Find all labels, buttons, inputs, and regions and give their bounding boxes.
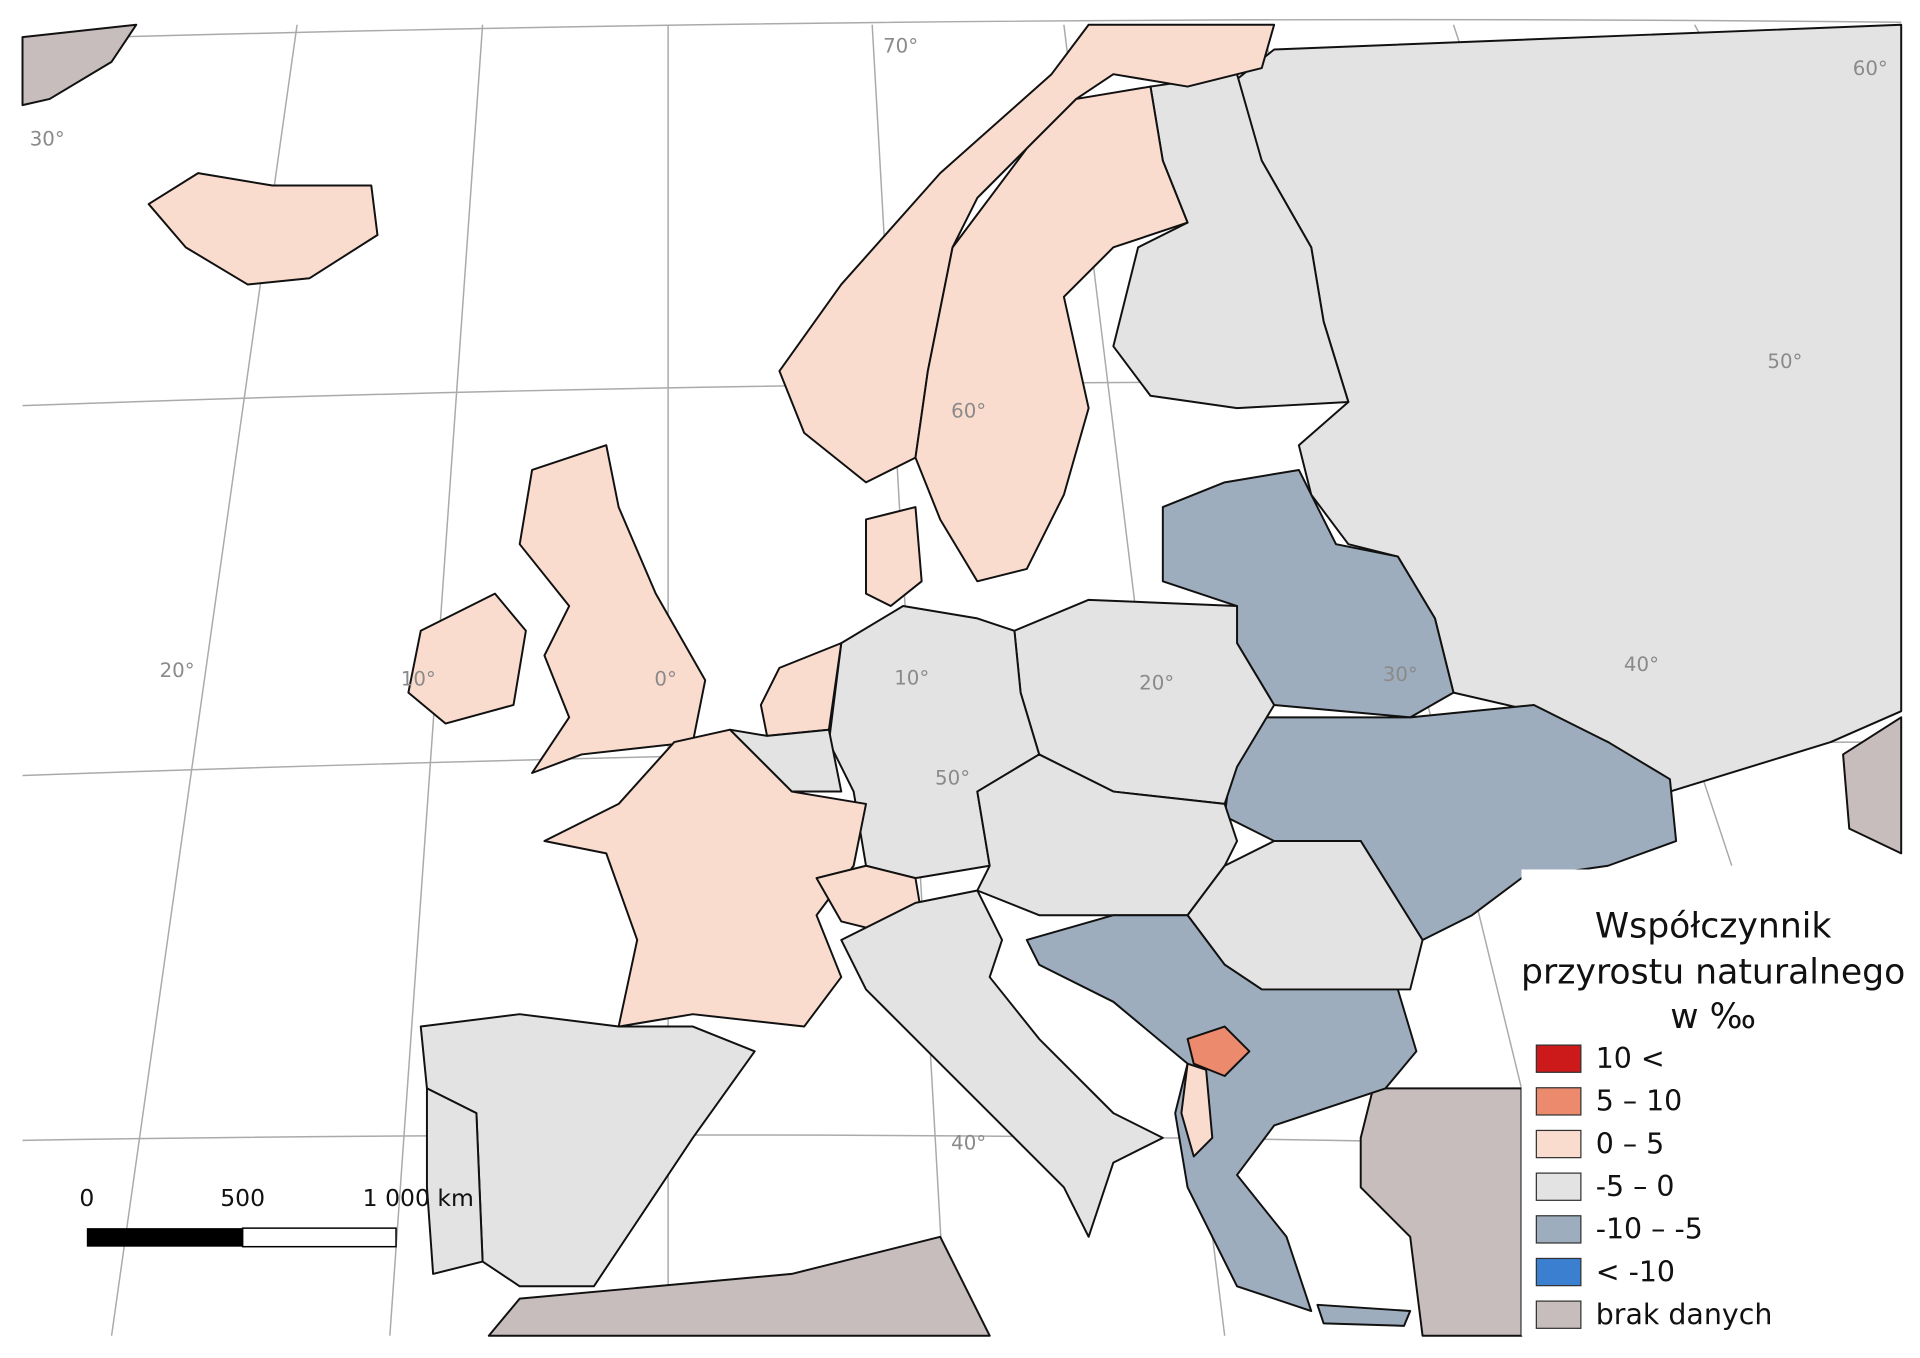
scale-label: 1 000 km xyxy=(363,1184,474,1212)
country xyxy=(147,172,379,286)
scale-segment xyxy=(241,1227,397,1248)
graticule-labels: 70° 30° 60° 50° 20° 10° 0° 10° 20° 30° 4… xyxy=(30,34,1888,1154)
legend-swatch xyxy=(1535,1044,1582,1073)
scale-bar: 0 500 1 000 km xyxy=(79,1184,474,1248)
legend-label: brak danych xyxy=(1596,1298,1773,1331)
legend: Współczynnik przyrostu naturalnego w ‰ 1… xyxy=(1521,869,1905,1336)
no-data-region xyxy=(21,23,138,107)
graticule-label: 30° xyxy=(30,127,65,150)
country xyxy=(1180,1062,1214,1158)
graticule-label: 0° xyxy=(654,668,676,691)
legend-swatch xyxy=(1535,1172,1582,1201)
graticule-label: 40° xyxy=(951,1132,986,1155)
legend-box xyxy=(1521,869,1902,1336)
legend-swatch xyxy=(1535,1215,1582,1244)
country xyxy=(543,728,867,1028)
legend-swatch xyxy=(1535,1129,1582,1159)
graticule-label: 20° xyxy=(1139,671,1174,694)
legend-swatch xyxy=(1535,1087,1582,1116)
legend-title: w ‰ xyxy=(1670,997,1756,1037)
parallel xyxy=(22,1134,1522,1145)
graticule-label: 70° xyxy=(883,34,918,57)
legend-label: < -10 xyxy=(1596,1255,1675,1288)
legend-label: 5 – 10 xyxy=(1596,1085,1683,1118)
country xyxy=(407,592,527,725)
legend-title: przyrostu naturalnego xyxy=(1521,952,1905,992)
legend-title: Współczynnik xyxy=(1595,907,1832,947)
country xyxy=(759,642,843,737)
legend-label: -5 – 0 xyxy=(1596,1170,1675,1203)
no-data-region xyxy=(1842,716,1903,855)
country xyxy=(840,889,1164,1238)
graticule-label: 50° xyxy=(1767,350,1802,373)
scale-segment xyxy=(86,1228,243,1247)
legend-swatch xyxy=(1535,1300,1582,1329)
no-data-region xyxy=(487,1235,991,1337)
countries xyxy=(21,23,1903,1337)
country xyxy=(1186,1025,1251,1078)
scale-label: 0 xyxy=(79,1184,94,1212)
graticule-label: 10° xyxy=(401,668,436,691)
legend-label: -10 – -5 xyxy=(1596,1213,1703,1246)
country xyxy=(778,23,1276,484)
graticule-label: 20° xyxy=(160,659,195,682)
graticule-label: 60° xyxy=(951,399,986,422)
country xyxy=(1025,914,1418,1312)
graticule-label: 30° xyxy=(1383,663,1418,686)
country xyxy=(1316,1303,1412,1327)
legend-swatch xyxy=(1535,1257,1582,1287)
graticule-label: 50° xyxy=(935,767,970,790)
parallel xyxy=(22,18,1902,41)
graticule-label: 40° xyxy=(1624,653,1659,676)
country xyxy=(518,444,707,774)
country xyxy=(865,506,923,608)
country xyxy=(425,1087,484,1275)
country xyxy=(914,85,1189,583)
no-data-region xyxy=(1359,1087,1523,1337)
scale-label: 500 xyxy=(220,1184,265,1212)
legend-label: 0 – 5 xyxy=(1596,1127,1664,1160)
graticule-label: 10° xyxy=(894,666,929,689)
legend-label: 10 < xyxy=(1596,1042,1665,1075)
graticule-label: 60° xyxy=(1853,57,1888,80)
